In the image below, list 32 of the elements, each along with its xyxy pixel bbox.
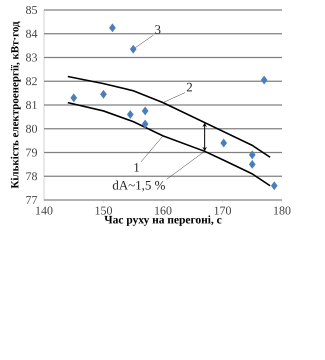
point (142, 106, 148, 116)
point (70, 93, 78, 102)
annotation: 1 (134, 163, 139, 172)
point (109, 23, 116, 32)
point (130, 44, 137, 54)
y-tick-label: 85 (26, 6, 38, 14)
x-tick-label: 140 (36, 206, 53, 215)
y-tick-label: 80 (26, 124, 38, 133)
point (248, 160, 256, 169)
y-tick-label: 83 (26, 53, 38, 62)
annotation: 3 (155, 25, 160, 34)
point (142, 120, 148, 128)
point (100, 90, 107, 99)
x-axis-title: Час руху на перегоні, с (104, 215, 222, 226)
x-tick-label: 150 (96, 206, 112, 215)
point (270, 181, 278, 190)
y-tick-label: 77 (26, 196, 38, 204)
point (126, 110, 134, 119)
annotation: 2 (186, 82, 192, 92)
x-tick-label: 170 (214, 206, 232, 215)
point (220, 138, 228, 148)
y-tick-label: 82 (26, 77, 37, 86)
y-tick-label: 84 (26, 30, 38, 38)
y-axis-title: Кількість електроенергії, кВт·год (10, 22, 21, 188)
y-tick-label: 79 (26, 148, 37, 157)
point (248, 150, 256, 160)
annotation: dA~1,5 % (112, 180, 165, 192)
x-tick-label: 160 (155, 206, 172, 215)
x-tick-label: 180 (274, 206, 291, 215)
y-tick-label: 78 (26, 172, 38, 180)
y-tick-label: 81 (26, 100, 37, 110)
point (260, 76, 268, 84)
